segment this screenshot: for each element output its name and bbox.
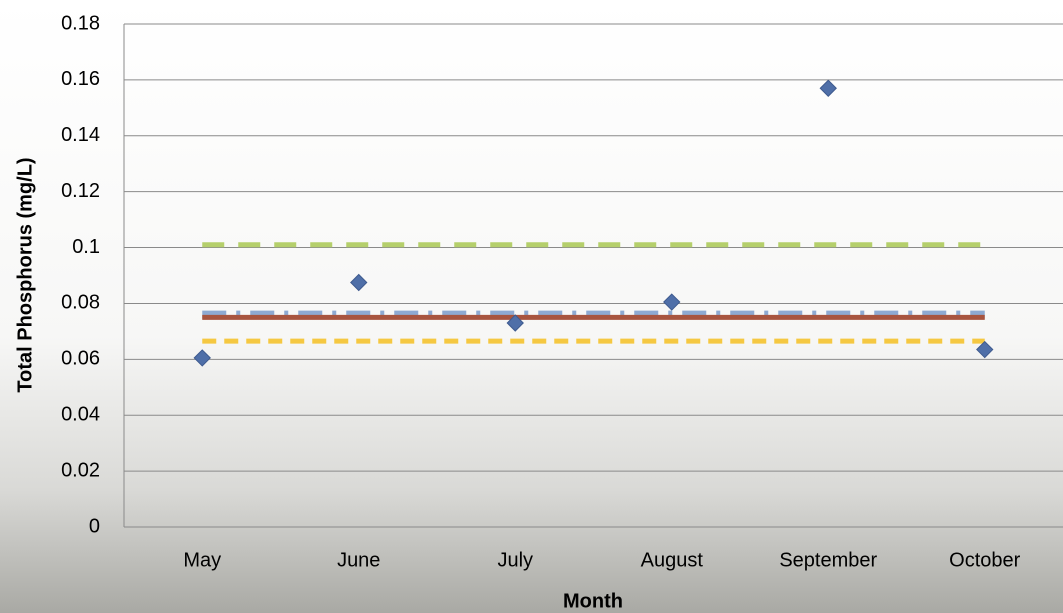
y-axis-title: Total Phosphorus (mg/L) xyxy=(14,157,36,392)
y-tick-label: 0.1 xyxy=(72,236,100,258)
x-tick-label: July xyxy=(497,549,533,571)
y-tick-label: 0 xyxy=(89,515,100,537)
y-tick-label: 0.12 xyxy=(61,180,100,202)
y-tick-label: 0.18 xyxy=(61,12,100,34)
y-tick-label: 0.06 xyxy=(61,348,100,370)
x-tick-label: June xyxy=(337,549,380,571)
marker xyxy=(506,314,524,332)
y-tick-label: 0.04 xyxy=(61,404,100,426)
y-tick-label: 0.02 xyxy=(61,459,100,481)
marker xyxy=(193,349,211,367)
marker xyxy=(663,293,681,311)
y-tick-label: 0.14 xyxy=(61,124,100,146)
marker xyxy=(976,340,994,359)
y-tick-label: 0.08 xyxy=(61,292,100,314)
marker xyxy=(819,79,837,97)
y-tick-label: 0.16 xyxy=(61,68,100,90)
x-axis-title: Month xyxy=(563,590,623,612)
x-tick-label: September xyxy=(779,549,877,571)
x-tick-label: October xyxy=(949,549,1020,571)
marker xyxy=(350,273,368,292)
x-tick-label: May xyxy=(183,549,221,571)
x-tick-label: August xyxy=(641,549,704,571)
